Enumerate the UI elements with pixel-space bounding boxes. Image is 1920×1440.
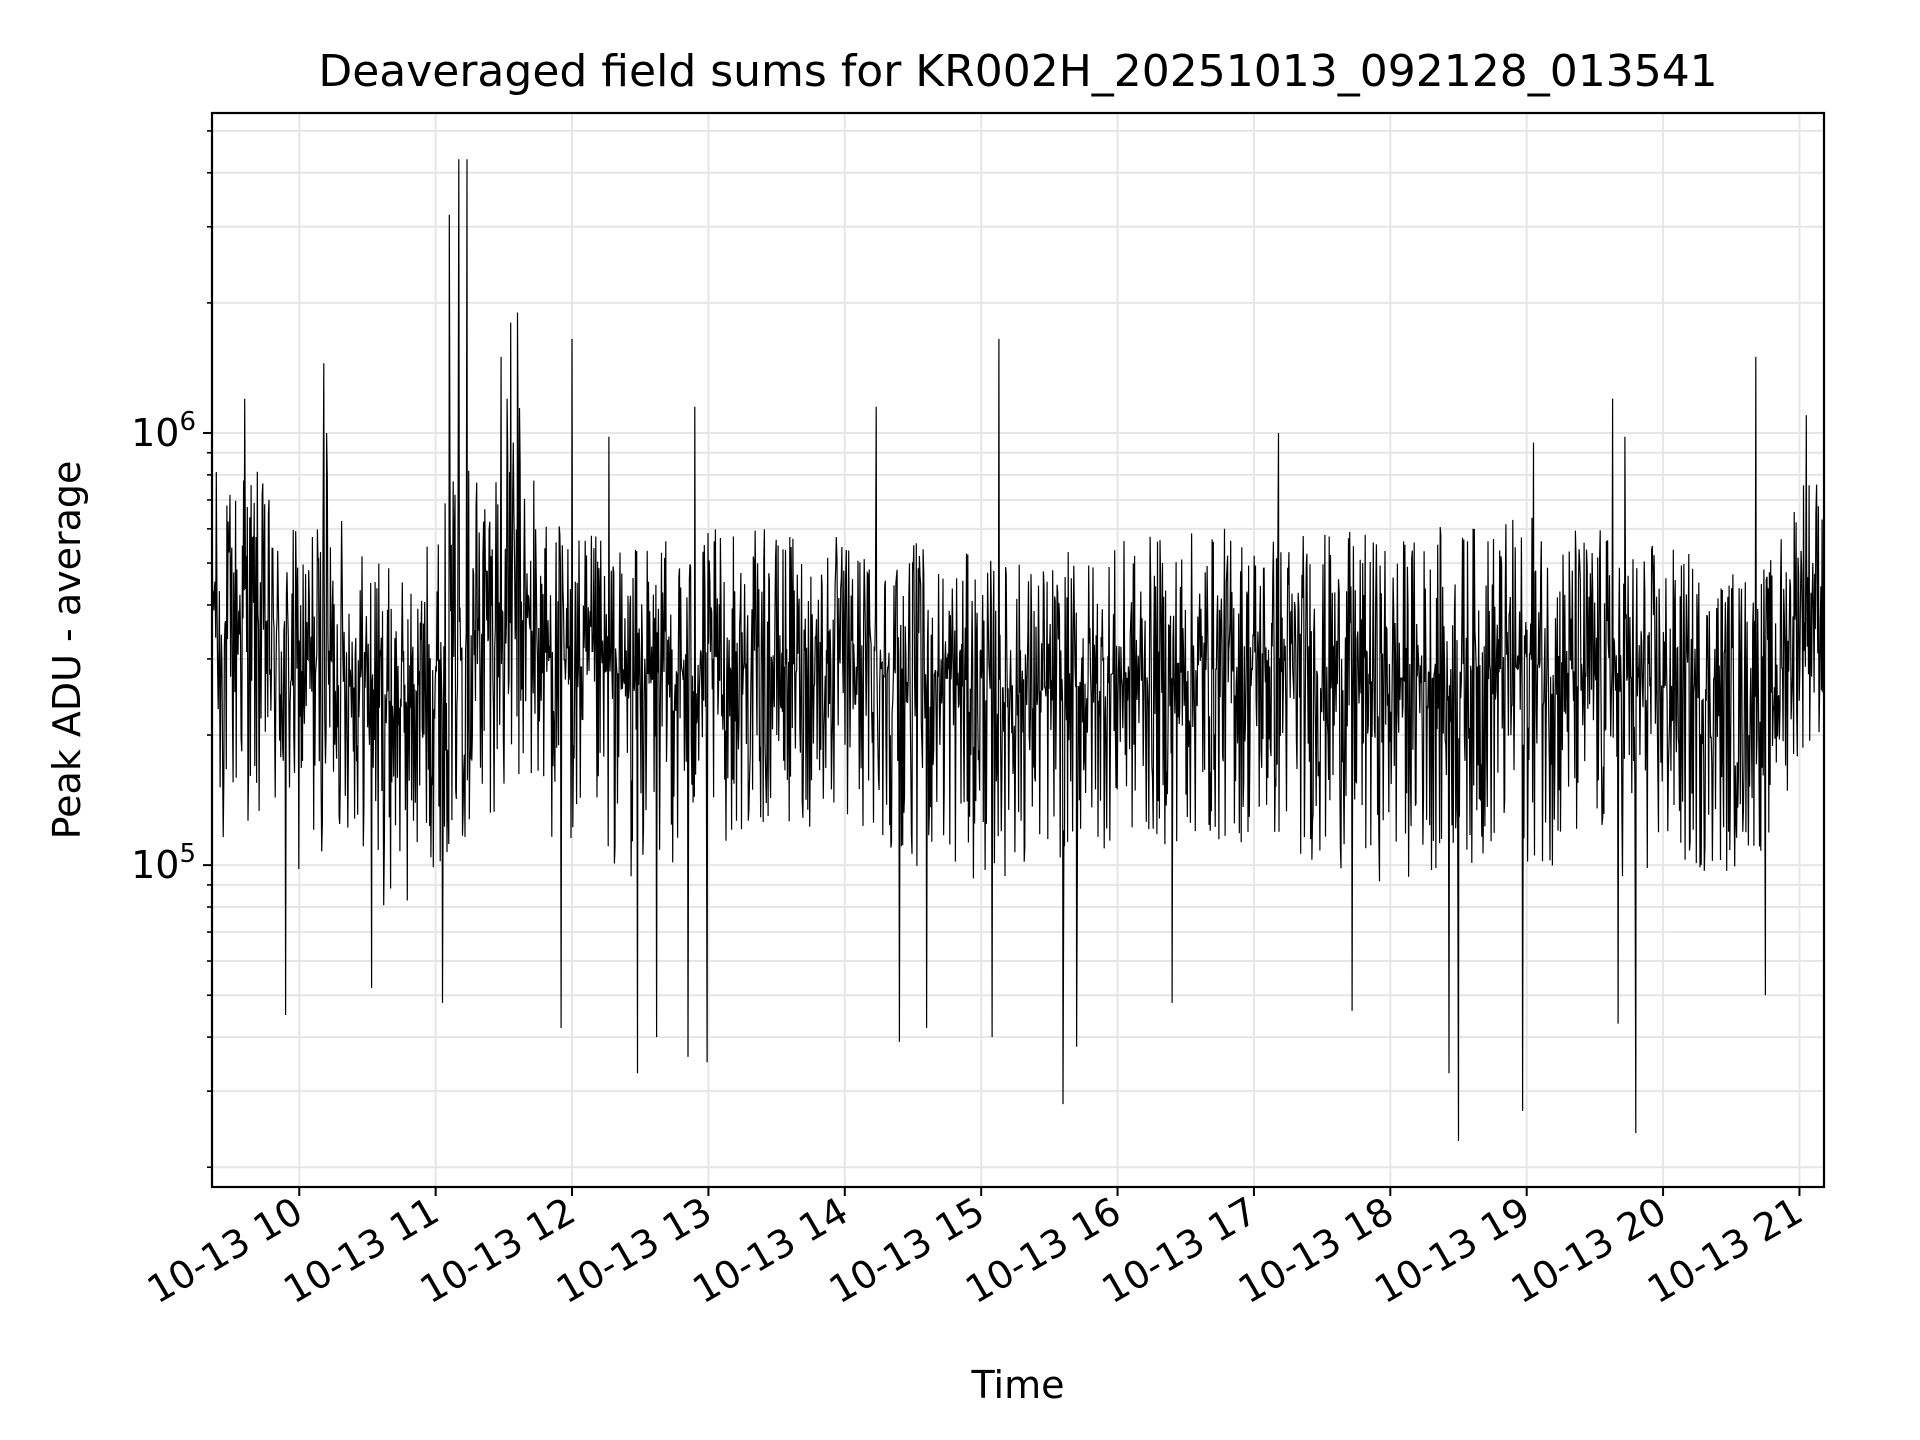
x-tick-label: 10-13 20 <box>1504 1189 1674 1313</box>
series-path <box>211 159 1825 1142</box>
x-tick-label: 10-13 21 <box>1640 1189 1810 1313</box>
series-line <box>211 159 1825 1142</box>
x-axis-label: Time <box>971 1363 1065 1407</box>
x-tick-label: 10-13 12 <box>413 1189 583 1313</box>
x-tick-label: 10-13 18 <box>1231 1189 1401 1313</box>
x-tick-label: 10-13 16 <box>958 1189 1128 1313</box>
y-tick-base: 10 <box>131 843 179 887</box>
y-tick-base: 10 <box>131 411 179 455</box>
x-tick-label: 10-13 10 <box>140 1189 310 1313</box>
y-axis-label: Peak ADU - average <box>45 461 89 840</box>
x-tick-label: 10-13 11 <box>276 1189 446 1313</box>
y-tick-exponent: 5 <box>179 839 196 869</box>
y-tick-label: 106 <box>131 407 196 455</box>
x-tick-label: 10-13 14 <box>685 1189 855 1313</box>
y-tick-exponent: 6 <box>179 407 196 437</box>
x-tick-label: 10-13 17 <box>1094 1189 1264 1313</box>
chart-title: Deaveraged field sums for KR002H_2025101… <box>318 46 1717 97</box>
x-tick-label: 10-13 13 <box>549 1189 719 1313</box>
axes-frame <box>210 111 1826 1189</box>
x-tick-label: 10-13 15 <box>822 1189 992 1313</box>
y-tick-label: 105 <box>131 839 196 887</box>
x-tick-label: 10-13 19 <box>1367 1189 1537 1313</box>
